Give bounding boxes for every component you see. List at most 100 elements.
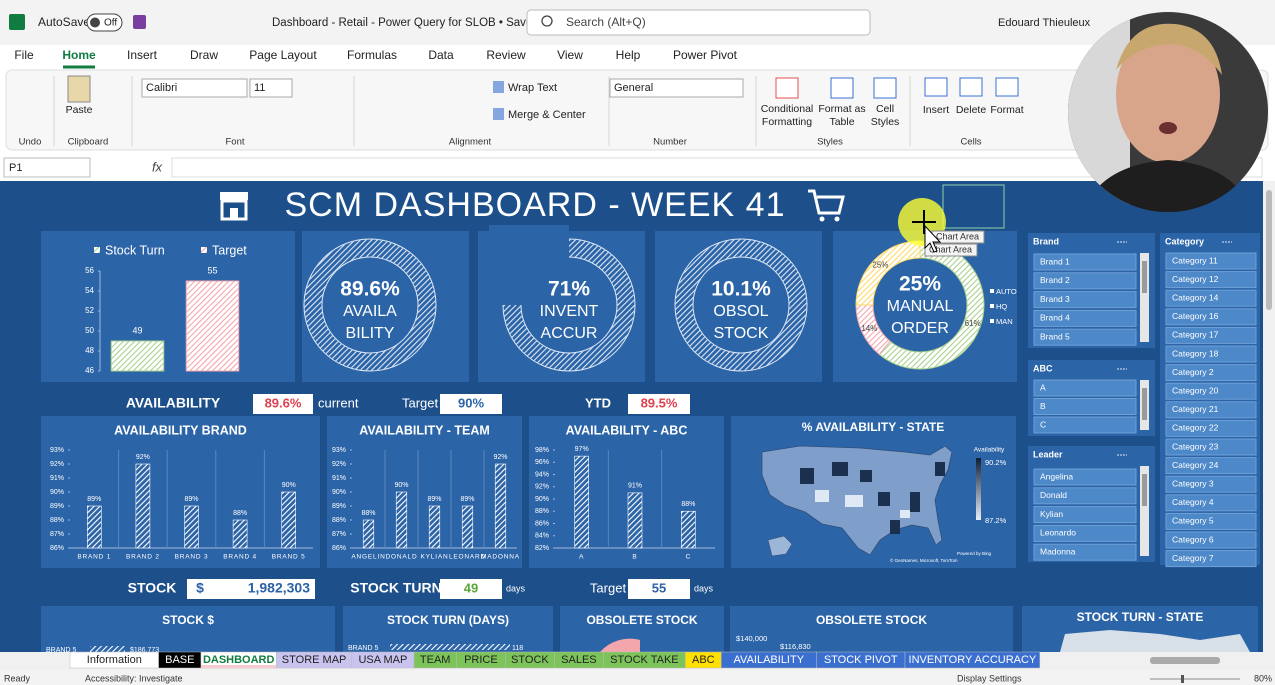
slicer-item-label[interactable]: Leonardo [1040,528,1076,538]
slicer-item[interactable] [1033,379,1137,397]
cell-icon[interactable] [995,77,1019,97]
slicer-item[interactable] [1033,487,1137,505]
slicer-thumb[interactable] [1142,388,1147,420]
zoom-thumb[interactable] [1181,675,1184,683]
slicer-item[interactable] [1165,345,1257,363]
slicer-item-label[interactable]: B [1040,401,1046,411]
number-format-box[interactable] [609,78,744,98]
slicer-item[interactable] [1033,328,1137,346]
menu-tab[interactable]: Help [616,48,641,62]
menu-tab[interactable]: Home [62,48,96,62]
slicer-item[interactable] [1165,252,1257,270]
style-icon[interactable] [775,77,799,99]
slicer-item[interactable] [1033,524,1137,542]
slicer-item-label[interactable]: Category 22 [1172,423,1219,433]
slicer-item[interactable] [1033,506,1137,524]
slicer-item[interactable] [1165,289,1257,307]
cell-icon[interactable] [924,77,948,97]
label[interactable]: Format [990,104,1023,116]
slicer-item-label[interactable]: Angelina [1040,471,1073,481]
sheet-tab-label[interactable]: STOCK [511,654,549,666]
slicer-item-label[interactable]: Category 11 [1172,255,1218,265]
sheet-tab-label[interactable]: STOCK PIVOT [824,654,898,666]
slicer-item-label[interactable]: Category 6 [1172,534,1214,544]
slicer-item[interactable] [1033,253,1137,271]
sheet-tab-label[interactable]: INVENTORY ACCURACY [909,654,1037,666]
slicer-item-label[interactable]: Category 21 [1172,404,1219,414]
search-box[interactable] [526,9,871,36]
slicer-item[interactable] [1165,512,1257,530]
save-icon[interactable] [133,15,146,29]
menu-tab[interactable]: View [557,48,583,62]
name-box[interactable] [3,157,91,178]
slicer-item[interactable] [1033,543,1137,561]
font-box[interactable] [141,78,248,98]
sheet-tab-label[interactable]: STOCK TAKE [610,654,678,666]
label[interactable]: Delete [956,104,987,116]
menu-tab[interactable]: Page Layout [249,48,317,62]
menu-tab[interactable]: Insert [127,48,158,62]
formula-input[interactable] [171,157,1263,178]
slicer-item[interactable] [1165,475,1257,493]
label[interactable]: Merge & Center [508,109,586,121]
slicer-item-label[interactable]: Category 3 [1172,478,1214,488]
label[interactable]: Insert [923,104,949,116]
slicer-item[interactable] [1165,308,1257,326]
slicer-item-label[interactable]: Kylian [1040,509,1063,519]
style-icon[interactable] [873,77,897,99]
slicer-item[interactable] [1165,438,1257,456]
slicer-item-label[interactable]: Category 12 [1172,274,1219,284]
sheet-tab-label[interactable]: ABC [692,654,715,666]
slicer-item-label[interactable]: Brand 1 [1040,256,1070,266]
slicer-item-label[interactable]: Brand 3 [1040,294,1070,304]
slicer-item-label[interactable]: Category 4 [1172,497,1214,507]
slicer-item[interactable] [1165,419,1257,437]
cell-icon[interactable] [959,77,983,97]
slicer-item-label[interactable]: Category 18 [1172,348,1219,358]
menu-tab[interactable]: Data [428,48,454,62]
sheet-tab-label[interactable]: AVAILABILITY [734,654,805,666]
sheet-tab-label[interactable]: TEAM [420,654,451,666]
slicer-item[interactable] [1165,271,1257,289]
sheet-tab-label[interactable]: STORE MAP [282,654,347,666]
slicer-item-label[interactable]: Brand 5 [1040,331,1070,341]
sheet-tab-label[interactable]: DASHBOARD [203,654,275,666]
slicer-item-label[interactable]: Category 7 [1172,553,1214,563]
style-icon[interactable] [830,77,854,99]
sheet-tab-label[interactable]: SALES [561,654,596,666]
slicer-item-label[interactable]: Category 5 [1172,516,1214,526]
slicer-item-label[interactable]: Category 16 [1172,311,1219,321]
slicer-item[interactable] [1165,457,1257,475]
slicer-item-label[interactable]: Category 14 [1172,292,1219,302]
slicer-item-label[interactable]: Brand 4 [1040,313,1070,323]
slicer-item[interactable] [1033,309,1137,327]
slicer-item-label[interactable]: Brand 2 [1040,275,1070,285]
slicer-item-label[interactable]: Category 2 [1172,367,1214,377]
slicer-item[interactable] [1033,468,1137,486]
sheet-tab-label[interactable]: USA MAP [358,654,407,666]
slicer-item[interactable] [1165,382,1257,400]
slicer-item[interactable] [1033,272,1137,290]
menu-tab[interactable]: Review [486,48,526,62]
sheet-tab-label[interactable]: PRICE [464,654,498,666]
sheet-tab-label[interactable]: Information [87,654,142,666]
menu-tab[interactable]: Formulas [347,48,397,62]
label[interactable]: Paste [66,104,93,116]
slicer-item[interactable] [1033,416,1137,434]
slicer-item[interactable] [1165,401,1257,419]
slicer-item-label[interactable]: Category 20 [1172,385,1219,395]
slicer-item-label[interactable]: Category 24 [1172,460,1219,470]
slicer-item[interactable] [1165,364,1257,382]
slicer-item[interactable] [1165,531,1257,549]
slicer-item[interactable] [1033,398,1137,415]
sheet-tab-label[interactable]: BASE [165,654,194,666]
slicer-item-label[interactable]: A [1040,382,1046,392]
menu-tab[interactable]: Power Pivot [673,48,738,62]
scroll-thumb[interactable] [1266,190,1272,310]
slicer-item-label[interactable]: C [1040,419,1046,429]
slicer-item[interactable] [1165,550,1257,568]
slicer-item[interactable] [1033,291,1137,309]
menu-tab[interactable]: File [14,48,34,62]
menu-tab[interactable]: Draw [190,48,218,62]
label[interactable]: Wrap Text [508,82,557,94]
